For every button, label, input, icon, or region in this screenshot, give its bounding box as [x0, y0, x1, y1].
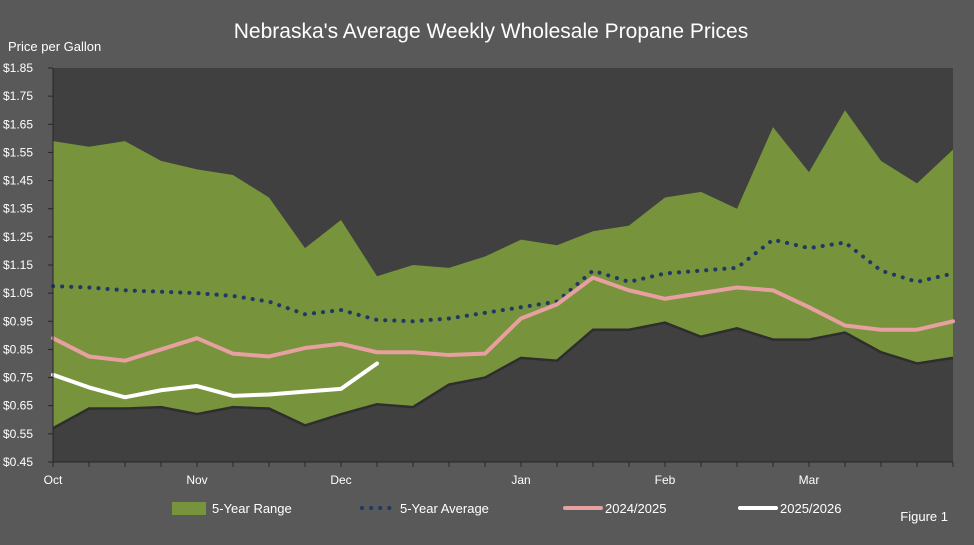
y-tick-label: $0.95 — [3, 314, 33, 328]
y-tick-label: $0.55 — [3, 427, 33, 441]
y-tick-label: $0.65 — [3, 399, 33, 413]
y-axis-label: Price per Gallon — [8, 39, 101, 54]
legend-label-2025-2026: 2025/2026 — [780, 501, 841, 516]
range-band-area — [53, 110, 953, 429]
x-axis: Oct Nov Dec Jan Feb Mar — [44, 461, 954, 487]
y-tick-label: $1.75 — [3, 89, 33, 103]
y-tick-label: $0.75 — [3, 371, 33, 385]
y-tick-label: $1.35 — [3, 202, 33, 216]
series-line-2024-2025 — [51, 275, 955, 363]
y-tick-label: $1.25 — [3, 230, 33, 244]
series-line-5-year-average — [51, 237, 955, 324]
y-axis: $1.85 $1.75 $1.65 $1.55 $1.45 $1.35 $1.25 $1.15… — [3, 61, 54, 469]
x-tick-label: Feb — [655, 473, 676, 487]
y-tick-label: $1.45 — [3, 174, 33, 188]
legend: 5-Year Range 5-Year Average 2024/2025 2025/… — [172, 501, 841, 516]
legend-label-5-year-range: 5-Year Range — [212, 501, 292, 516]
series-line-2025-2026 — [51, 361, 379, 400]
y-tick-label: $1.05 — [3, 286, 33, 300]
y-tick-label: $1.85 — [3, 61, 33, 75]
x-tick-label: Mar — [799, 473, 820, 487]
y-tick-label: $1.65 — [3, 117, 33, 131]
x-tick-label: Jan — [511, 473, 530, 487]
range-band-low-edge — [52, 321, 954, 430]
legend-swatch-5-year-range — [172, 502, 206, 515]
series-lines-layer — [51, 237, 955, 400]
x-tick-label: Dec — [330, 473, 351, 487]
y-tick-label: $1.55 — [3, 145, 33, 159]
y-tick-label: $0.85 — [3, 342, 33, 356]
x-tick-label: Nov — [186, 473, 207, 487]
legend-label-5-year-average: 5-Year Average — [400, 501, 489, 516]
x-tick-label: Oct — [44, 473, 63, 487]
figure-label: Figure 1 — [900, 509, 948, 524]
range-band-layer — [52, 110, 954, 430]
legend-label-2024-2025: 2024/2025 — [605, 501, 666, 516]
y-tick-label: $0.45 — [3, 455, 33, 469]
chart-title: Nebraska's Average Weekly Wholesale Prop… — [234, 20, 749, 43]
y-tick-label: $1.15 — [3, 258, 33, 272]
